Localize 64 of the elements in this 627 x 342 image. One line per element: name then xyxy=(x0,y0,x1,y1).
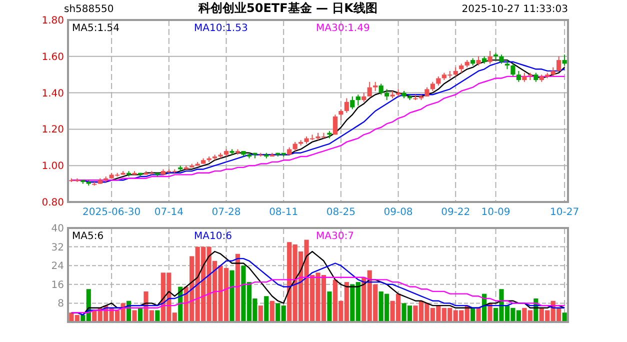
text: MA30:1.49 xyxy=(316,23,370,34)
bar xyxy=(230,270,234,322)
text: MA5:6 xyxy=(72,231,104,242)
bar xyxy=(327,291,332,322)
candlestick xyxy=(332,114,338,136)
bar xyxy=(235,254,240,322)
bar xyxy=(264,296,269,322)
candlestick xyxy=(424,86,430,97)
candlestick xyxy=(488,50,492,64)
candlestick xyxy=(476,56,481,66)
x-tick-label: 07-28 xyxy=(212,207,241,218)
text: MA5:1.54 xyxy=(72,23,120,34)
y-tick-label: 1.80 xyxy=(42,16,64,26)
candlestick xyxy=(436,76,441,86)
y-tick-label: 0.80 xyxy=(42,198,64,208)
y-tick-label: 1.20 xyxy=(42,124,64,136)
candlestick xyxy=(562,54,567,66)
candlestick xyxy=(344,98,349,114)
y-tick-label: 16 xyxy=(51,280,64,291)
candlestick xyxy=(499,54,504,64)
candlestick xyxy=(367,81,372,97)
candlestick xyxy=(534,72,538,82)
text: MA30:7 xyxy=(316,231,354,242)
y-tick-label: 1.40 xyxy=(42,88,64,100)
candlestick xyxy=(373,81,378,92)
bar xyxy=(270,300,274,322)
y-tick-label: 24 xyxy=(51,261,64,272)
candlestick xyxy=(556,56,562,72)
candlestick xyxy=(504,60,510,70)
text: sh588550 xyxy=(64,4,114,15)
x-tick-label: 09-08 xyxy=(384,207,413,218)
candlestick xyxy=(378,83,384,96)
candlestick xyxy=(459,63,464,74)
line-series xyxy=(70,276,566,314)
series-label: MA10:6 xyxy=(194,231,232,242)
y-tick-label: 8 xyxy=(58,298,64,310)
x-tick-label: 09-22 xyxy=(441,207,470,218)
x-tick-label: 10-09 xyxy=(481,207,510,218)
bar xyxy=(258,306,263,322)
candlestick xyxy=(453,66,458,77)
chart-title: 科创创业50ETF基金 — 日K线图 xyxy=(198,1,378,15)
candlestick xyxy=(522,72,527,82)
candlestick xyxy=(516,70,521,82)
x-tick-label: 08-11 xyxy=(269,207,298,218)
candlestick xyxy=(350,96,355,110)
candlestick xyxy=(356,94,360,106)
y-tick-label: 40 xyxy=(51,224,64,234)
candlestick xyxy=(292,141,298,152)
candlestick xyxy=(384,88,390,101)
x-tick-label: 2025-06-30 xyxy=(82,207,141,218)
y-tick-label: 1.00 xyxy=(42,161,64,172)
candlestick xyxy=(550,66,556,77)
bar xyxy=(132,310,137,322)
text: MA10:1.53 xyxy=(194,23,248,34)
text: 2025-10-27 11:33:03 xyxy=(462,4,568,15)
candlestick xyxy=(510,63,516,77)
x-tick-label: 10-27 xyxy=(550,207,580,218)
y-tick-label: 32 xyxy=(51,242,64,254)
y-tick-label: 1.60 xyxy=(42,52,64,63)
candlestick xyxy=(338,108,344,121)
candlestick xyxy=(430,81,435,92)
candlestick xyxy=(362,92,366,102)
x-tick-label: 07-14 xyxy=(154,207,184,218)
x-tick-label: 08-25 xyxy=(326,207,356,218)
